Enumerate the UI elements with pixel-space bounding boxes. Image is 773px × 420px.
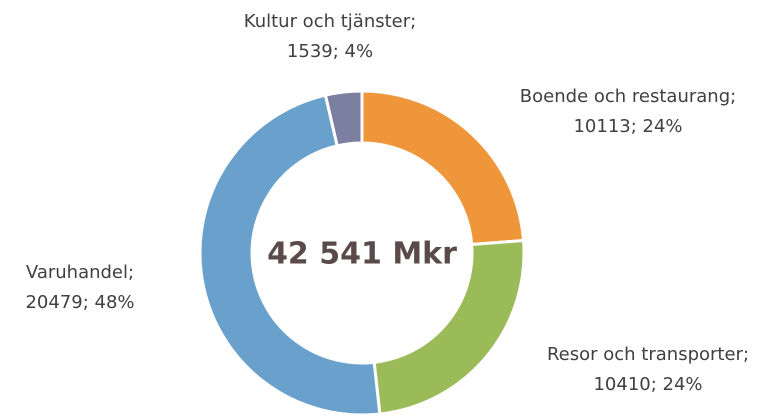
- category-label: Varuhandel;: [26, 262, 134, 283]
- category-label: Kultur och tjänster;: [244, 11, 416, 32]
- value-label: 1539; 4%: [287, 41, 373, 62]
- category-label: Resor och transporter;: [547, 344, 749, 365]
- value-label: 10113; 24%: [573, 116, 682, 137]
- value-label: 20479; 48%: [25, 292, 134, 313]
- center-label: 42 541 Mkr: [267, 237, 457, 272]
- value-label: 10410; 24%: [593, 374, 702, 395]
- category-label: Boende och restaurang;: [520, 86, 736, 107]
- donut-segment: [360, 89, 526, 247]
- donut-segment: [198, 93, 382, 417]
- donut-segment: [323, 89, 364, 148]
